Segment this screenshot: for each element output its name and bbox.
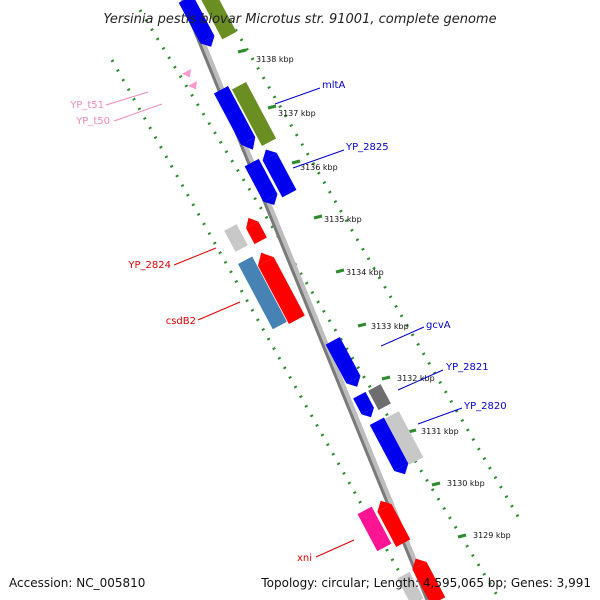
tick-label-3132: 3132 kbp	[397, 374, 435, 383]
trna-YP-t51[interactable]	[182, 69, 194, 80]
outer-track-dots	[138, 9, 502, 600]
gene-bottom-red[interactable]	[409, 555, 446, 600]
gene-YP-2824-grey[interactable]	[224, 224, 248, 252]
tick-label-3137: 3137 kbp	[278, 109, 316, 118]
gene-YP-2820-grey[interactable]	[384, 411, 424, 465]
label-leader-lines	[105, 87, 463, 558]
topology-text: Topology: circular; Length: 4,595,065 bp…	[260, 576, 591, 590]
tick-label-3136: 3136 kbp	[300, 163, 338, 172]
gene-label-csdB2[interactable]: csdB2	[166, 316, 196, 327]
tick-label-3135: 3135 kbp	[324, 215, 362, 224]
gene-YP-2825-a[interactable]	[244, 158, 282, 209]
gene-mltA-blue[interactable]	[213, 85, 260, 154]
accession-text: Accession: NC_005810	[9, 576, 145, 590]
gene-label-YP-2820[interactable]: YP_2820	[463, 401, 507, 412]
tick-label-3134: 3134 kbp	[346, 268, 384, 277]
gene-label-YP-2824[interactable]: YP_2824	[127, 260, 171, 271]
gene-block-top-olive[interactable]	[200, 0, 237, 40]
gene-label-xni[interactable]: xni	[297, 553, 312, 564]
gene-YP-2820[interactable]	[369, 417, 412, 478]
tick-label-3133: 3133 kbp	[371, 322, 409, 331]
gene-label-gcvA[interactable]: gcvA	[426, 320, 451, 331]
gene-csdB2-red[interactable]	[253, 248, 305, 325]
map-title: Yersinia pestis biovar Microtus str. 910…	[103, 12, 496, 27]
gene-label-mltA[interactable]: mltA	[322, 80, 345, 91]
tick-label-3129: 3129 kbp	[473, 531, 511, 540]
inner-track-dots	[110, 59, 417, 600]
trna-YP-t50[interactable]	[188, 81, 200, 92]
gene-gcvA[interactable]	[325, 337, 365, 390]
tick-label-3130: 3130 kbp	[447, 479, 485, 488]
gene-xni[interactable]	[374, 497, 411, 547]
gene-csdB2[interactable]	[238, 256, 287, 330]
gene-xni-pink[interactable]	[357, 506, 392, 552]
gene-YP-2821[interactable]	[353, 391, 377, 421]
tick-label-3138: 3138 kbp	[256, 55, 294, 64]
gene-label-YP-2825[interactable]: YP_2825	[345, 142, 389, 153]
gene-label-YP-2821[interactable]: YP_2821	[445, 362, 489, 373]
gene-YP-2825[interactable]	[259, 146, 297, 198]
tick-marks	[237, 48, 467, 539]
gene-block-top-blue[interactable]	[178, 0, 218, 50]
gene-mltA[interactable]	[231, 81, 277, 147]
gene-bottom-grey[interactable]	[397, 571, 424, 600]
gene-YP-2824[interactable]	[242, 215, 267, 245]
tick-label-3131: 3131 kbp	[421, 427, 459, 436]
gene-YP-2821-dark[interactable]	[368, 384, 391, 411]
gene-label-YP-t50[interactable]: YP_t50	[75, 116, 110, 127]
gene-label-YP-t51[interactable]: YP_t51	[69, 100, 104, 111]
